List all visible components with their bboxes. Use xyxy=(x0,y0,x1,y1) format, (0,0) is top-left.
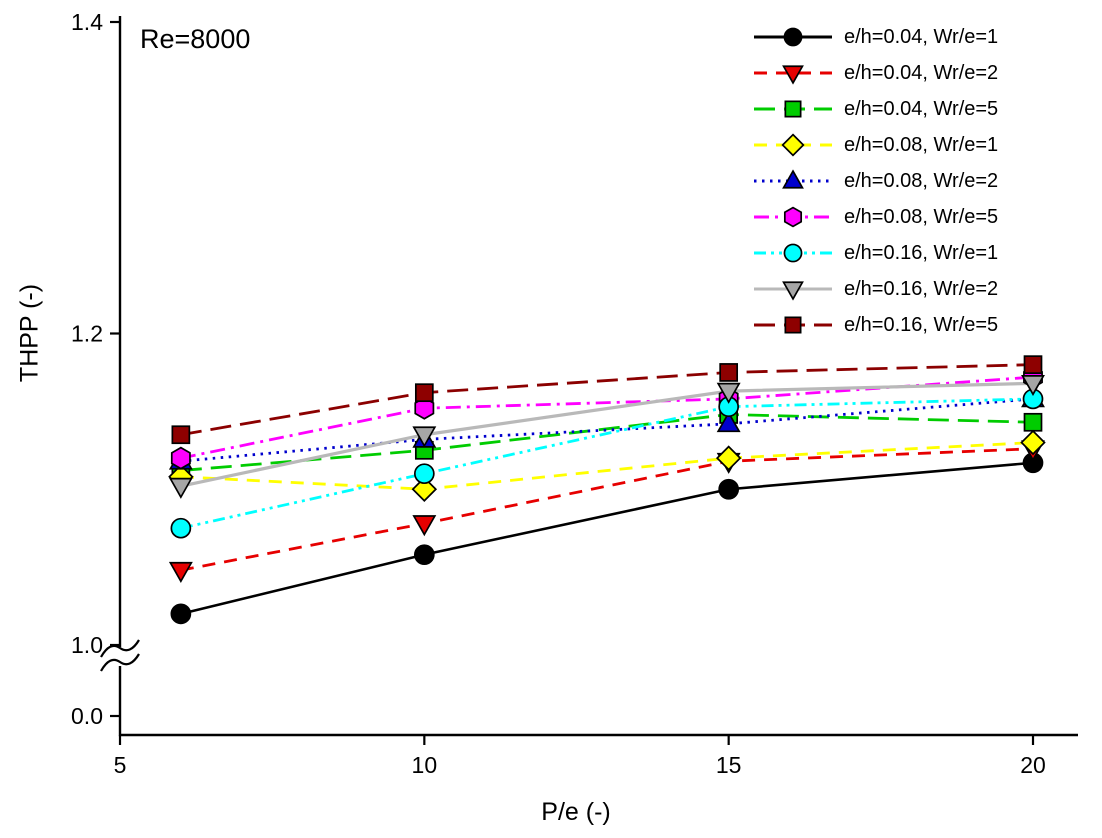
x-tick-label: 5 xyxy=(114,752,127,778)
legend-swatch xyxy=(754,133,832,157)
circle-marker xyxy=(170,603,192,625)
hexagon-marker xyxy=(414,396,435,420)
series-line-9 xyxy=(180,363,1034,437)
square-marker xyxy=(1023,412,1043,432)
diamond-marker xyxy=(1020,429,1046,456)
hexagon-marker xyxy=(170,446,191,470)
circle-marker xyxy=(413,463,435,485)
legend-item: e/h=0.08, Wr/e=5 xyxy=(752,199,998,235)
legend-label: e/h=0.04, Wr/e=5 xyxy=(844,97,999,120)
legend-swatch xyxy=(754,100,832,118)
legend-swatch xyxy=(754,27,832,47)
x-tick-label: 20 xyxy=(1020,752,1046,778)
square-marker xyxy=(784,316,802,334)
legend-label: e/h=0.16, Wr/e=1 xyxy=(844,241,999,264)
series-line-5 xyxy=(180,397,1034,463)
y-tick-label: 1.2 xyxy=(71,321,103,347)
series-markers-4 xyxy=(168,429,1046,502)
circle-marker xyxy=(413,544,435,566)
legend-label: e/h=0.08, Wr/e=5 xyxy=(844,205,999,228)
series-markers-1 xyxy=(170,452,1044,625)
triangle-down-marker xyxy=(782,281,804,301)
diamond-marker xyxy=(411,476,438,502)
y-tick-label: 0.0 xyxy=(71,703,103,729)
legend-label: e/h=0.04, Wr/e=1 xyxy=(844,25,999,48)
triangle-down-marker xyxy=(412,426,437,448)
square-marker xyxy=(784,100,802,118)
diamond-marker xyxy=(781,133,805,157)
triangle-down-marker xyxy=(168,561,193,583)
diamond-marker xyxy=(715,445,742,471)
triangle-down-marker xyxy=(782,65,804,85)
circle-marker xyxy=(718,478,740,500)
hexagon-marker xyxy=(783,206,803,228)
series-line-4 xyxy=(180,441,1034,491)
legend-item: e/h=0.04, Wr/e=5 xyxy=(752,91,998,127)
x-axis-title: P/e (-) xyxy=(541,798,611,826)
legend-item: e/h=0.08, Wr/e=2 xyxy=(752,163,998,199)
legend-item: e/h=0.16, Wr/e=1 xyxy=(752,235,998,271)
circle-marker xyxy=(783,243,803,263)
triangle-down-marker xyxy=(412,515,437,537)
circle-marker xyxy=(783,27,803,47)
y-tick-label: 1.4 xyxy=(71,9,103,35)
legend-swatch xyxy=(754,169,832,189)
x-tick-label: 10 xyxy=(412,752,438,778)
legend-swatch xyxy=(754,281,832,301)
series-line-1 xyxy=(180,461,1034,616)
square-marker xyxy=(414,383,434,403)
legend-swatch xyxy=(754,316,832,334)
legend: e/h=0.04, Wr/e=1 e/h=0.04, Wr/e=2 e/h=0.… xyxy=(752,19,998,343)
y-axis-break xyxy=(100,639,140,672)
series-line-7 xyxy=(180,397,1034,530)
legend-label: e/h=0.16, Wr/e=2 xyxy=(844,277,999,300)
legend-item: e/h=0.08, Wr/e=1 xyxy=(752,127,998,163)
y-axis-title: THPP (-) xyxy=(15,283,44,383)
x-axis-ticks: 5 10 15 20 xyxy=(114,735,1046,778)
y-tick-label: 1.0 xyxy=(71,632,103,658)
series-line-6 xyxy=(180,375,1034,460)
y-axis-ticks: 0.0 1.0 1.2 1.4 xyxy=(71,9,120,729)
series-line-3 xyxy=(180,413,1034,472)
legend-label: e/h=0.08, Wr/e=2 xyxy=(844,169,999,192)
square-marker xyxy=(719,363,739,382)
triangle-up-marker xyxy=(782,169,804,189)
triangle-down-marker xyxy=(716,382,741,404)
circle-marker xyxy=(170,517,192,539)
legend-item: e/h=0.04, Wr/e=1 xyxy=(752,19,998,55)
triangle-down-marker xyxy=(1021,374,1045,397)
series-markers-3 xyxy=(171,405,1043,480)
legend-swatch xyxy=(754,243,832,263)
series-line-8 xyxy=(180,381,1034,488)
series-line-2 xyxy=(180,447,1034,572)
legend-item: e/h=0.16, Wr/e=2 xyxy=(752,271,998,307)
legend-item: e/h=0.04, Wr/e=2 xyxy=(752,55,998,91)
x-tick-label: 15 xyxy=(716,752,742,778)
legend-item: e/h=0.16, Wr/e=5 xyxy=(752,307,998,343)
legend-swatch xyxy=(754,206,832,228)
triangle-up-marker xyxy=(716,411,741,433)
triangle-down-marker xyxy=(168,477,193,499)
legend-label: e/h=0.08, Wr/e=1 xyxy=(844,133,999,156)
square-marker xyxy=(1023,355,1043,374)
series-markers-9 xyxy=(171,355,1043,445)
series-markers-8 xyxy=(168,374,1045,499)
legend-swatch xyxy=(754,65,832,85)
legend-label: e/h=0.16, Wr/e=5 xyxy=(844,313,999,336)
square-marker xyxy=(171,425,191,445)
re-annotation: Re=8000 xyxy=(140,24,251,54)
legend-label: e/h=0.04, Wr/e=2 xyxy=(844,61,999,84)
